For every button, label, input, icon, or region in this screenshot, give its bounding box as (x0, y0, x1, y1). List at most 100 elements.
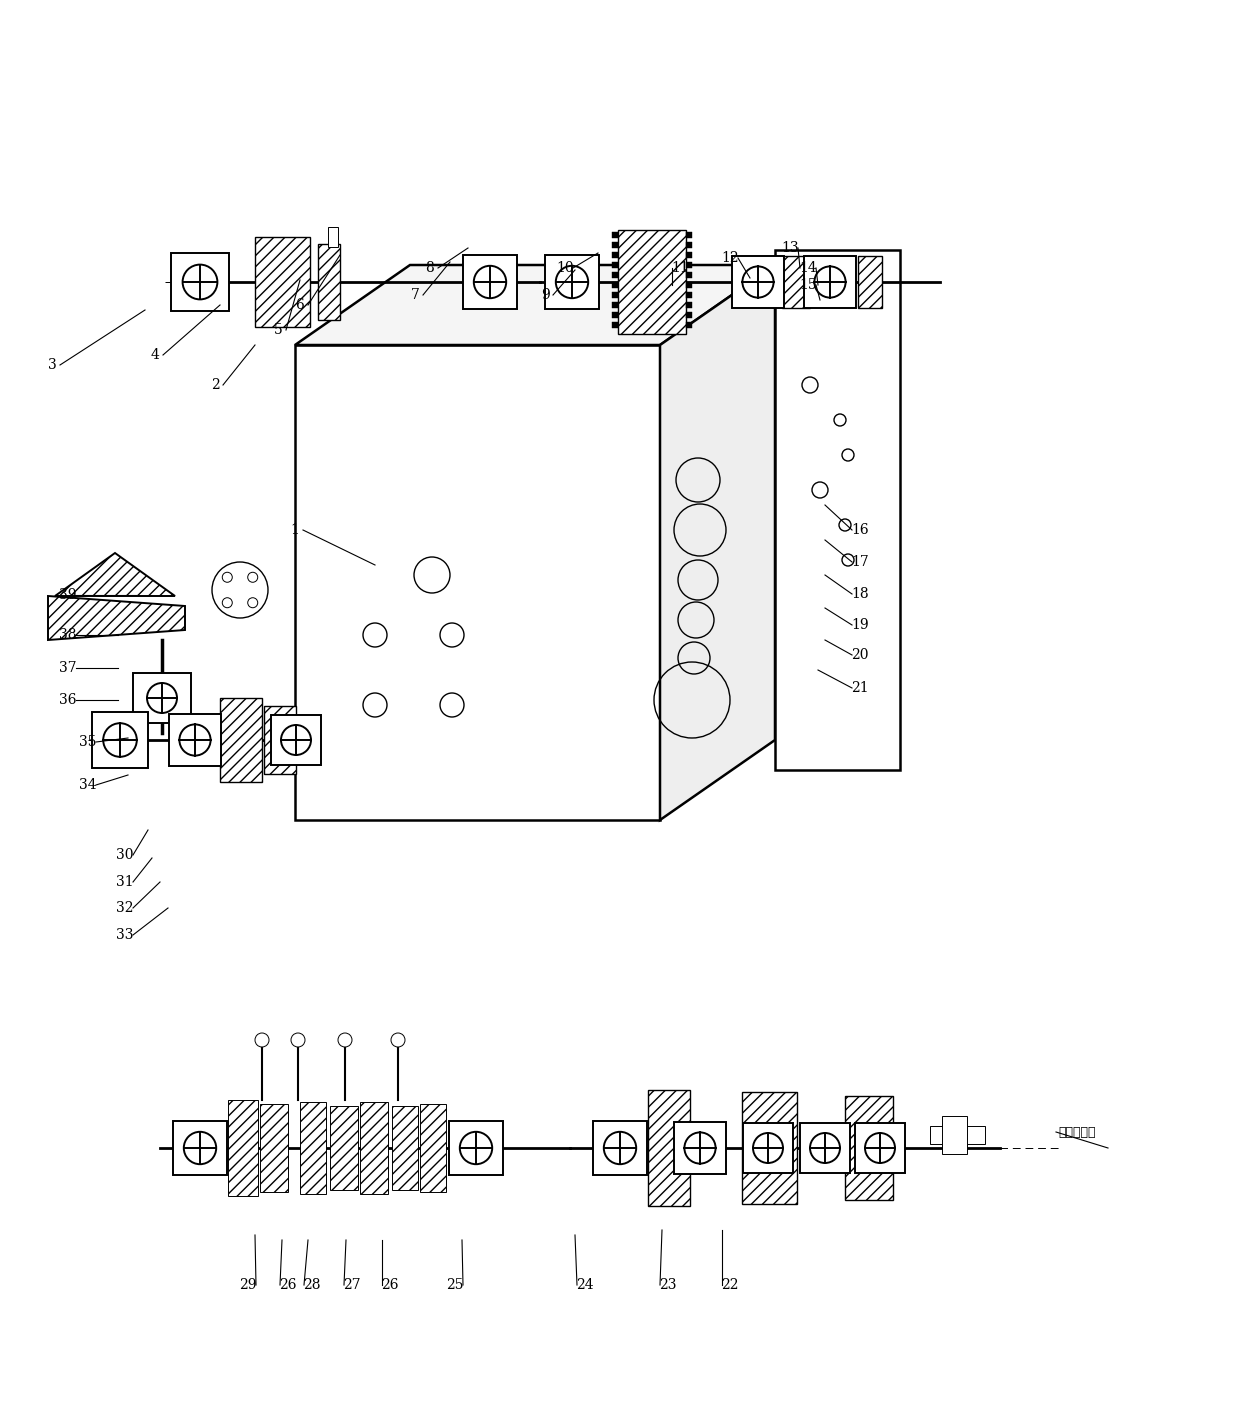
Text: 12: 12 (722, 251, 739, 265)
Bar (613, 302, 618, 308)
Text: 38: 38 (60, 629, 77, 641)
Bar (613, 322, 618, 328)
Text: 36: 36 (60, 692, 77, 707)
Text: 16: 16 (851, 524, 869, 536)
Circle shape (339, 1033, 352, 1047)
Text: 23: 23 (660, 1279, 677, 1293)
Bar (171, 253, 229, 311)
Text: 9: 9 (541, 288, 549, 302)
Bar (228, 1100, 258, 1196)
Polygon shape (295, 345, 660, 820)
Circle shape (460, 1132, 492, 1164)
Polygon shape (660, 265, 775, 820)
Text: 1: 1 (290, 524, 299, 536)
Bar (546, 255, 599, 309)
Circle shape (148, 683, 177, 712)
Bar (360, 1103, 388, 1193)
Bar (782, 255, 810, 308)
Circle shape (684, 1132, 715, 1164)
Bar (613, 312, 618, 318)
Text: 11: 11 (671, 261, 689, 275)
Circle shape (815, 267, 846, 298)
Bar (219, 698, 262, 782)
Circle shape (753, 1132, 782, 1164)
Bar (649, 1090, 689, 1206)
Bar (686, 253, 692, 258)
Circle shape (281, 725, 311, 755)
Text: 35: 35 (79, 735, 97, 749)
Bar (613, 253, 618, 258)
Bar (420, 1104, 446, 1192)
Bar (613, 263, 618, 268)
Text: 33: 33 (117, 928, 134, 942)
Bar (463, 255, 517, 309)
Text: 18: 18 (851, 587, 869, 602)
Bar (317, 244, 340, 321)
Bar (686, 302, 692, 308)
Bar (743, 1122, 794, 1174)
Bar (686, 263, 692, 268)
Bar (618, 230, 686, 333)
Bar (675, 1122, 725, 1174)
Bar (613, 272, 618, 278)
Bar (686, 292, 692, 298)
Bar (856, 1122, 905, 1174)
Text: 21: 21 (851, 681, 869, 695)
Text: 17: 17 (851, 555, 869, 569)
Bar (260, 1104, 288, 1192)
Polygon shape (295, 265, 775, 345)
Text: 13: 13 (781, 241, 799, 255)
Circle shape (391, 1033, 405, 1047)
Bar (844, 1095, 893, 1200)
Bar (804, 255, 856, 308)
Bar (133, 673, 191, 724)
Bar (593, 1121, 647, 1175)
Text: 19: 19 (851, 619, 869, 631)
Text: 24: 24 (577, 1279, 594, 1293)
Bar (264, 707, 296, 773)
Bar (392, 1105, 418, 1191)
Circle shape (255, 1033, 269, 1047)
Bar (169, 714, 221, 766)
Polygon shape (48, 596, 185, 640)
Circle shape (291, 1033, 305, 1047)
Circle shape (743, 267, 774, 298)
Polygon shape (775, 250, 900, 771)
Bar (686, 272, 692, 278)
Text: 34: 34 (79, 778, 97, 792)
Text: 26: 26 (381, 1279, 399, 1293)
Text: 5: 5 (274, 324, 283, 336)
Bar (449, 1121, 503, 1175)
Text: 39: 39 (60, 587, 77, 602)
Circle shape (180, 725, 211, 755)
Text: 26: 26 (279, 1279, 296, 1293)
Text: 2: 2 (211, 377, 219, 392)
Bar (92, 712, 148, 768)
Circle shape (103, 724, 136, 756)
Bar (272, 715, 321, 765)
Bar (613, 231, 618, 238)
Circle shape (604, 1132, 636, 1164)
Circle shape (182, 264, 217, 299)
Text: 14: 14 (799, 261, 817, 275)
Circle shape (474, 265, 506, 298)
Bar (686, 322, 692, 328)
Bar (329, 227, 339, 247)
Bar (686, 312, 692, 318)
Bar (330, 1105, 358, 1191)
Text: 37: 37 (60, 661, 77, 675)
Text: 25: 25 (446, 1279, 464, 1293)
Bar (800, 1122, 849, 1174)
Text: 8: 8 (425, 261, 434, 275)
Bar (686, 282, 692, 288)
Text: 3: 3 (47, 358, 56, 372)
Text: 29: 29 (239, 1279, 257, 1293)
Text: 20: 20 (851, 648, 869, 663)
Bar (732, 255, 784, 308)
Text: 后轮驱动轴: 后轮驱动轴 (1058, 1125, 1095, 1138)
Bar (613, 282, 618, 288)
Circle shape (866, 1132, 895, 1164)
Bar (255, 237, 310, 326)
Bar (930, 1127, 985, 1144)
Text: 32: 32 (117, 901, 134, 915)
